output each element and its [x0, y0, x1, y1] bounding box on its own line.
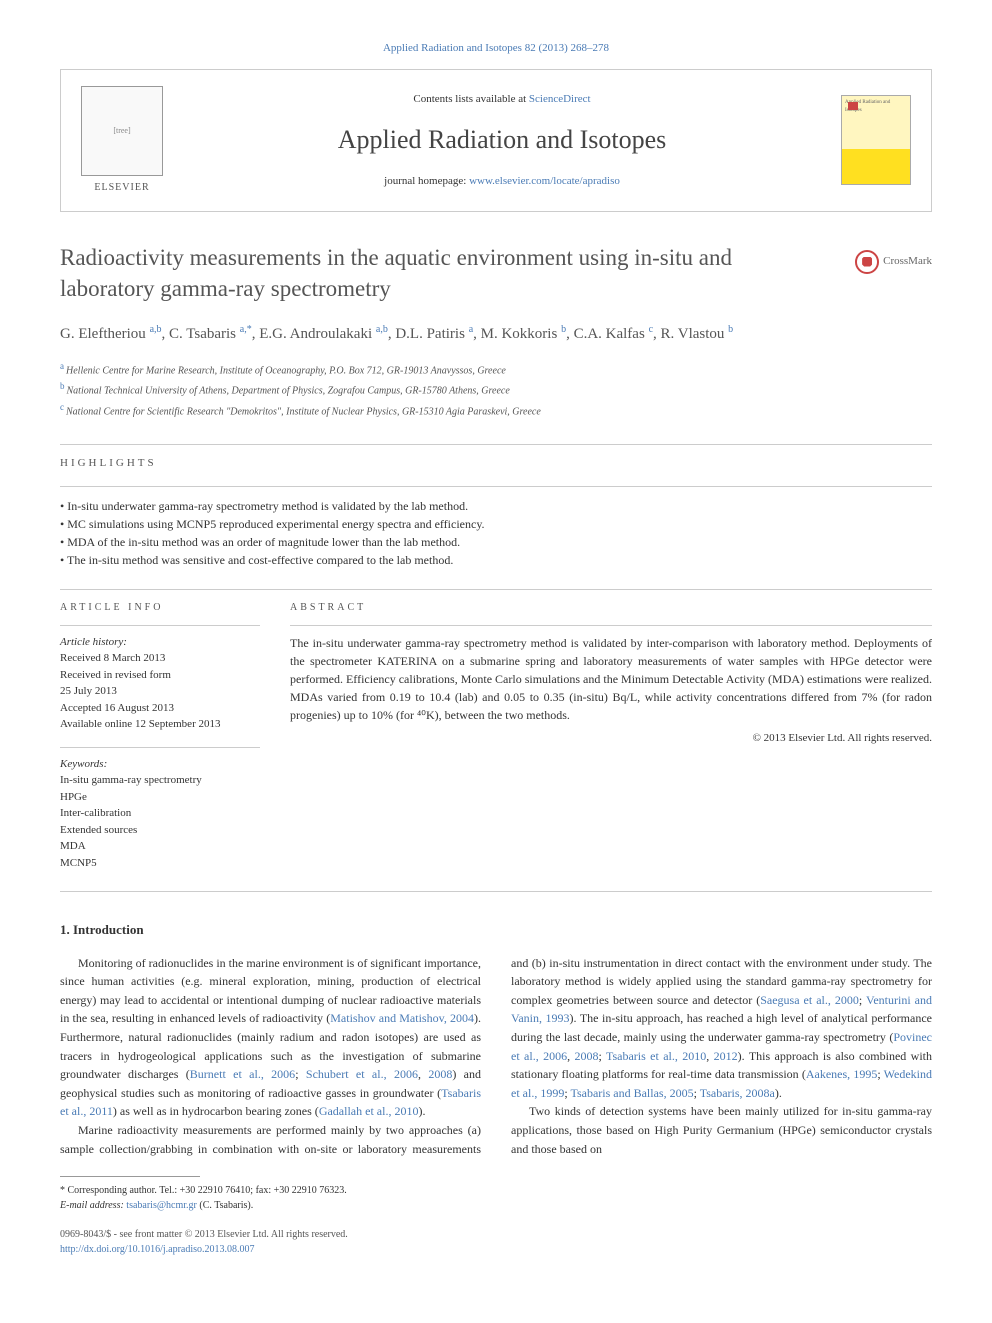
divider: [60, 589, 932, 590]
keyword-line: Extended sources: [60, 822, 260, 839]
keyword-line: HPGe: [60, 789, 260, 806]
keyword-line: MDA: [60, 838, 260, 855]
article-title: Radioactivity measurements in the aquati…: [60, 242, 932, 304]
divider: [60, 444, 932, 445]
body-text-columns: Monitoring of radionuclides in the marin…: [60, 954, 932, 1159]
crossmark-label: CrossMark: [883, 254, 932, 269]
contents-prefix: Contents lists available at: [413, 93, 528, 105]
citation-link[interactable]: Tsabaris and Ballas, 2005: [570, 1086, 693, 1100]
affiliation-line: aHellenic Centre for Marine Research, In…: [60, 359, 932, 379]
highlights-list: In-situ underwater gamma-ray spectrometr…: [60, 497, 932, 569]
keyword-line: Inter-calibration: [60, 805, 260, 822]
intro-paragraph-3: Two kinds of detection systems have been…: [511, 1102, 932, 1158]
article-info-heading: ARTICLE INFO: [60, 600, 260, 615]
text: ).: [418, 1104, 425, 1118]
crossmark-badge[interactable]: CrossMark: [855, 250, 932, 274]
article-history: Article history: Received 8 March 2013Re…: [60, 634, 260, 733]
affiliations-block: aHellenic Centre for Marine Research, In…: [60, 359, 932, 420]
intro-paragraph-1: Monitoring of radionuclides in the marin…: [60, 954, 481, 1121]
doi-link[interactable]: http://dx.doi.org/10.1016/j.apradiso.201…: [60, 1244, 255, 1255]
history-lines: Received 8 March 2013Received in revised…: [60, 650, 260, 733]
text: ) as well as in hydrocarbon bearing zone…: [113, 1104, 319, 1118]
text: ;: [295, 1067, 306, 1081]
highlights-heading: HIGHLIGHTS: [60, 455, 932, 472]
homepage-link[interactable]: www.elsevier.com/locate/apradiso: [469, 175, 620, 187]
abstract-text: The in-situ underwater gamma-ray spectro…: [290, 634, 932, 724]
divider: [60, 625, 260, 626]
citation-link[interactable]: Saegusa et al., 2000: [760, 993, 859, 1007]
title-text: Radioactivity measurements in the aquati…: [60, 245, 732, 301]
footnote-divider: [60, 1176, 200, 1177]
divider: [290, 625, 932, 626]
history-label: Article history:: [60, 634, 260, 651]
citation-link[interactable]: Aakenes, 1995: [806, 1067, 878, 1081]
elsevier-logo-block: [tree] ELSEVIER: [81, 86, 163, 195]
keyword-line: In-situ gamma-ray spectrometry: [60, 772, 260, 789]
crossmark-icon: [855, 250, 879, 274]
citation-link[interactable]: 2008: [428, 1067, 452, 1081]
citation-link[interactable]: 2008: [574, 1049, 598, 1063]
citation-link[interactable]: Schubert et al., 2006: [306, 1067, 418, 1081]
text: ,: [418, 1067, 428, 1081]
affiliation-line: bNational Technical University of Athens…: [60, 379, 932, 399]
affiliation-line: cNational Centre for Scientific Research…: [60, 400, 932, 420]
text: ). The in-situ approach, has reached a h…: [511, 1011, 932, 1044]
issn-copyright: 0969-8043/$ - see front matter © 2013 El…: [60, 1227, 932, 1242]
journal-citation-header[interactable]: Applied Radiation and Isotopes 82 (2013)…: [60, 40, 932, 57]
keyword-line: MCNP5: [60, 855, 260, 872]
info-abstract-row: ARTICLE INFO Article history: Received 8…: [60, 600, 932, 872]
elsevier-tree-logo: [tree]: [81, 86, 163, 176]
article-info-column: ARTICLE INFO Article history: Received 8…: [60, 600, 260, 872]
header-center: Contents lists available at ScienceDirec…: [163, 91, 841, 189]
abstract-heading: ABSTRACT: [290, 600, 932, 615]
history-line: Available online 12 September 2013: [60, 716, 260, 733]
corresponding-tel-fax: * Corresponding author. Tel.: +30 22910 …: [60, 1183, 932, 1198]
journal-name: Applied Radiation and Isotopes: [163, 120, 841, 159]
journal-cover-thumbnail: Applied Radiation and Isotopes: [841, 95, 911, 185]
journal-homepage-line: journal homepage: www.elsevier.com/locat…: [163, 173, 841, 190]
divider: [60, 486, 932, 487]
keywords-lines: In-situ gamma-ray spectrometryHPGeInter-…: [60, 772, 260, 871]
citation-link[interactable]: Matishov and Matishov, 2004: [330, 1011, 474, 1025]
citation-link[interactable]: Gadallah et al., 2010: [319, 1104, 419, 1118]
highlight-item: MDA of the in-situ method was an order o…: [60, 533, 932, 551]
text: ).: [775, 1086, 782, 1100]
corresponding-email-line: E-mail address: tsabaris@hcmr.gr (C. Tsa…: [60, 1198, 932, 1213]
abstract-copyright: © 2013 Elsevier Ltd. All rights reserved…: [290, 730, 932, 747]
history-line: Accepted 16 August 2013: [60, 700, 260, 717]
history-line: Received 8 March 2013: [60, 650, 260, 667]
bottom-publication-info: 0969-8043/$ - see front matter © 2013 El…: [60, 1227, 932, 1257]
journal-header-box: [tree] ELSEVIER Contents lists available…: [60, 69, 932, 212]
highlight-item: The in-situ method was sensitive and cos…: [60, 551, 932, 569]
keywords-label: Keywords:: [60, 756, 260, 773]
section-1-heading: 1. Introduction: [60, 920, 932, 940]
text: ;: [859, 993, 866, 1007]
sciencedirect-link[interactable]: ScienceDirect: [529, 93, 591, 105]
corresponding-author-footnote: * Corresponding author. Tel.: +30 22910 …: [60, 1183, 932, 1213]
text: ,: [706, 1049, 713, 1063]
elsevier-label: ELSEVIER: [81, 180, 163, 195]
highlight-item: MC simulations using MCNP5 reproduced ex…: [60, 515, 932, 533]
email-label: E-mail address:: [60, 1200, 126, 1211]
email-suffix: (C. Tsabaris).: [197, 1200, 253, 1211]
authors-line: G. Eleftheriou a,b, C. Tsabaris a,*, E.G…: [60, 322, 932, 346]
keywords-block: Keywords: In-situ gamma-ray spectrometry…: [60, 756, 260, 872]
citation-link[interactable]: 2012: [714, 1049, 738, 1063]
divider: [60, 891, 932, 892]
text: ;: [598, 1049, 606, 1063]
history-line: 25 July 2013: [60, 683, 260, 700]
citation-link[interactable]: Tsabaris, 2008a: [700, 1086, 775, 1100]
citation-link[interactable]: Burnett et al., 2006: [190, 1067, 295, 1081]
highlight-item: In-situ underwater gamma-ray spectrometr…: [60, 497, 932, 515]
history-line: Received in revised form: [60, 667, 260, 684]
homepage-prefix: journal homepage:: [384, 175, 469, 187]
citation-link[interactable]: Tsabaris et al., 2010: [606, 1049, 706, 1063]
divider: [60, 747, 260, 748]
email-link[interactable]: tsabaris@hcmr.gr: [126, 1200, 197, 1211]
abstract-column: ABSTRACT The in-situ underwater gamma-ra…: [290, 600, 932, 872]
contents-available-line: Contents lists available at ScienceDirec…: [163, 91, 841, 108]
